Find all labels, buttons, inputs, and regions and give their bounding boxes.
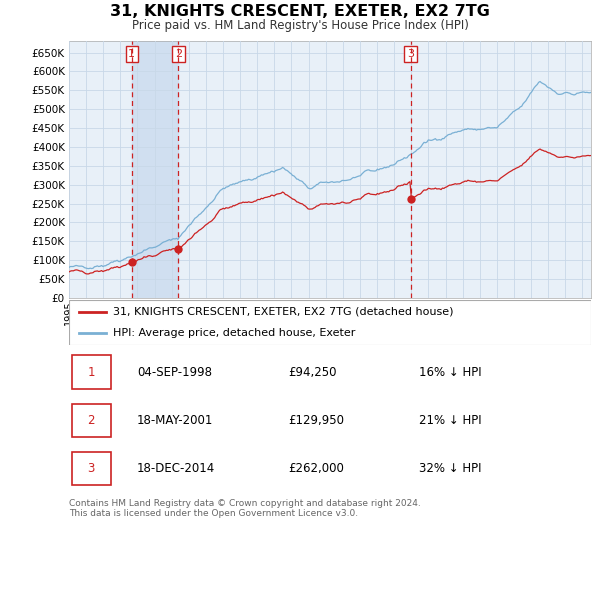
Text: 31, KNIGHTS CRESCENT, EXETER, EX2 7TG: 31, KNIGHTS CRESCENT, EXETER, EX2 7TG [110, 4, 490, 19]
FancyBboxPatch shape [71, 452, 111, 486]
Text: 3: 3 [88, 462, 95, 475]
Text: Price paid vs. HM Land Registry's House Price Index (HPI): Price paid vs. HM Land Registry's House … [131, 19, 469, 32]
Text: 1: 1 [88, 366, 95, 379]
Text: 16% ↓ HPI: 16% ↓ HPI [419, 366, 481, 379]
Text: 31, KNIGHTS CRESCENT, EXETER, EX2 7TG (detached house): 31, KNIGHTS CRESCENT, EXETER, EX2 7TG (d… [113, 307, 454, 317]
Bar [132, 41, 178, 298]
Text: HPI: Average price, detached house, Exeter: HPI: Average price, detached house, Exet… [113, 328, 356, 338]
Text: 21% ↓ HPI: 21% ↓ HPI [419, 414, 481, 427]
Text: Contains HM Land Registry data © Crown copyright and database right 2024.
This d: Contains HM Land Registry data © Crown c… [69, 499, 421, 518]
Text: £262,000: £262,000 [288, 462, 344, 475]
Text: 2: 2 [175, 49, 182, 59]
Text: £94,250: £94,250 [288, 366, 337, 379]
FancyBboxPatch shape [71, 404, 111, 437]
Text: 04-SEP-1998: 04-SEP-1998 [137, 366, 212, 379]
Text: 3: 3 [407, 49, 414, 59]
Text: 1: 1 [128, 49, 136, 59]
FancyBboxPatch shape [71, 355, 111, 389]
Text: 2: 2 [88, 414, 95, 427]
FancyBboxPatch shape [69, 300, 591, 345]
Text: 18-MAY-2001: 18-MAY-2001 [137, 414, 213, 427]
Text: 32% ↓ HPI: 32% ↓ HPI [419, 462, 481, 475]
Text: £129,950: £129,950 [288, 414, 344, 427]
Text: 18-DEC-2014: 18-DEC-2014 [137, 462, 215, 475]
